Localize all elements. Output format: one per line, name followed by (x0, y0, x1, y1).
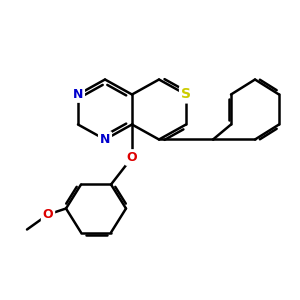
Text: O: O (43, 208, 53, 221)
Text: N: N (100, 133, 110, 146)
Text: O: O (127, 151, 137, 164)
Text: N: N (73, 88, 83, 101)
Text: S: S (181, 88, 191, 101)
